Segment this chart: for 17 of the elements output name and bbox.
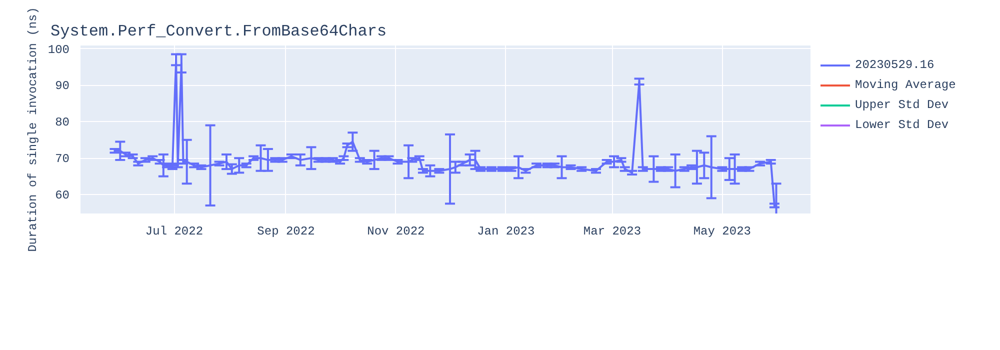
x-tick-label: Jan 2023 [477,224,535,238]
x-tick-label: Sep 2022 [257,224,315,238]
legend-label: Upper Std Dev [855,98,949,112]
legend-label: Lower Std Dev [855,118,949,132]
y-tick-label: 100 [48,42,70,57]
y-tick-label: 80 [55,116,70,130]
y-tick-label: 60 [55,188,70,203]
y-axis-title: Duration of single invocation (ns) [26,7,40,252]
x-tick-label: May 2023 [693,224,751,238]
x-tick-label: Jul 2022 [145,224,204,238]
y-tick-label: 70 [55,152,70,166]
x-tick-label: Nov 2022 [367,224,425,238]
y-tick-label: 90 [55,79,70,94]
x-tick-label: Mar 2023 [583,224,642,238]
legend-label: Moving Average [855,78,956,92]
chart-title: System.Perf_Convert.FromBase64Chars [50,22,387,40]
legend-label: 20230529.16 [855,58,934,72]
